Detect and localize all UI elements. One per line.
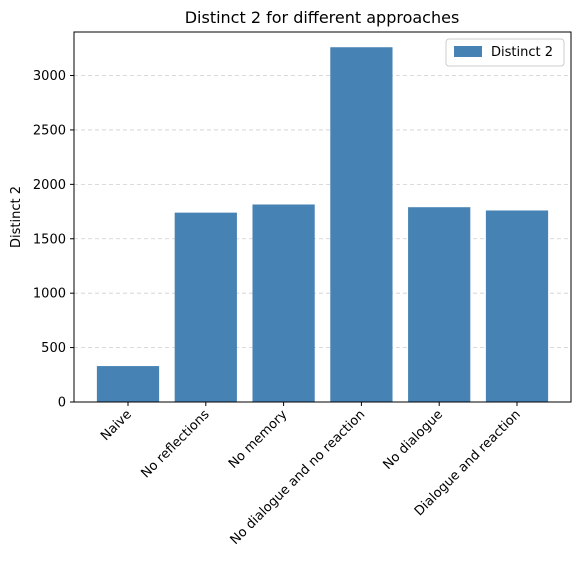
y-tick-label: 2000 <box>33 178 66 193</box>
y-axis-label: Distinct 2 <box>9 186 24 248</box>
bar <box>330 47 393 403</box>
plot-frame <box>73 31 572 403</box>
y-tick-label: 1500 <box>33 232 66 247</box>
legend-label: Distinct 2 <box>491 45 553 60</box>
bar <box>252 204 315 402</box>
legend-box <box>445 38 565 67</box>
y-axis: 0 500 1000 1500 2000 2500 3000 <box>33 69 74 411</box>
x-tick-label: No memory <box>226 407 291 472</box>
bar <box>408 207 471 402</box>
y-tick-label: 1000 <box>33 287 66 302</box>
bars <box>96 47 549 403</box>
legend-swatch <box>454 46 482 57</box>
x-tick-label: No reflections <box>138 407 212 481</box>
chart-title: Distinct 2 for different approaches <box>185 8 460 27</box>
x-tick-label: No dialogue <box>380 407 446 473</box>
bar <box>174 212 237 402</box>
x-tick-label: Naive <box>98 407 135 444</box>
y-tick-label: 3000 <box>33 69 66 84</box>
legend: Distinct 2 <box>445 38 565 67</box>
y-tick-label: 0 <box>58 396 66 411</box>
bar <box>96 366 160 402</box>
x-tick-label: No dialogue and no reaction <box>228 407 369 548</box>
y-tick-label: 2500 <box>33 123 66 138</box>
y-tick-label: 500 <box>41 341 66 356</box>
bar <box>485 210 549 402</box>
